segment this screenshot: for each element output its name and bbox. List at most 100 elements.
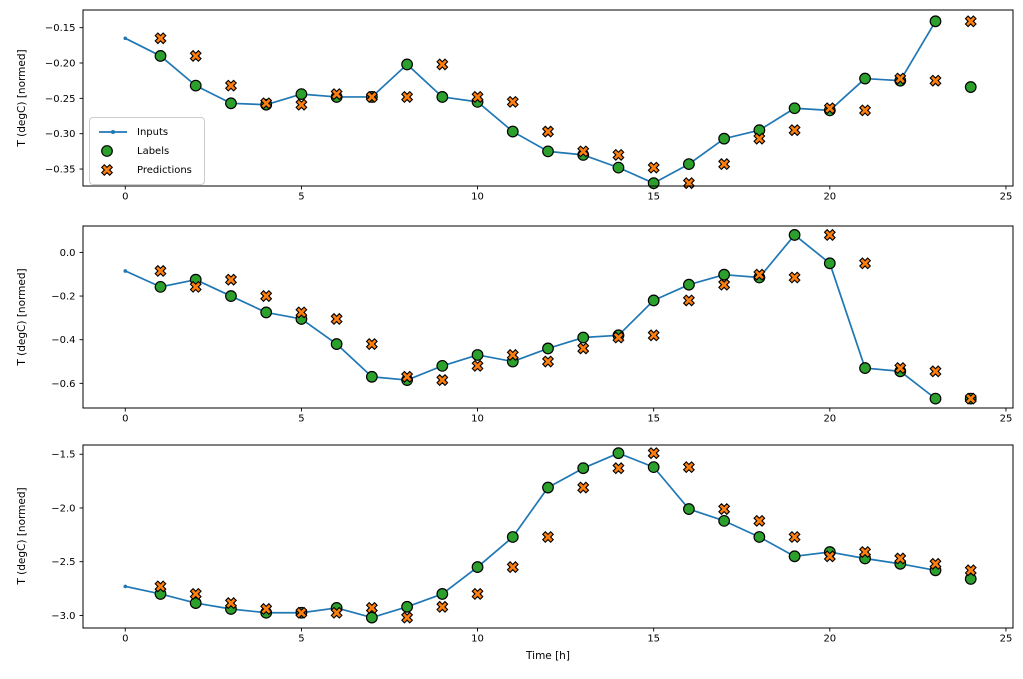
predictions-point — [858, 545, 872, 559]
labels-point — [154, 280, 167, 293]
x-tick-label: 5 — [298, 413, 304, 424]
predictions-point — [718, 278, 731, 291]
x-tick-label: 20 — [823, 633, 836, 644]
labels-point — [506, 125, 519, 138]
predictions-point — [541, 125, 555, 138]
labels-point — [401, 58, 413, 71]
predictions-point — [471, 359, 484, 372]
predictions-point — [506, 95, 519, 108]
x-tick-label: 5 — [298, 633, 304, 644]
labels-point — [964, 81, 977, 93]
y-tick-label: −2.5 — [51, 557, 75, 568]
predictions-point — [718, 502, 731, 516]
predictions-point — [823, 550, 836, 563]
axes-frame — [82, 225, 1014, 409]
labels-point — [577, 462, 590, 475]
labels-point — [718, 132, 731, 145]
predictions-point — [330, 88, 343, 101]
predictions-point — [436, 374, 449, 387]
legend-item-predictions: Predictions — [98, 163, 192, 177]
predictions-point — [154, 32, 167, 45]
predictions-point — [858, 104, 872, 117]
predictions-point — [894, 362, 907, 375]
predictions-point — [506, 561, 519, 574]
predictions-point — [612, 462, 625, 475]
predictions-point — [929, 365, 942, 378]
labels-point — [929, 15, 942, 28]
labels-point — [683, 503, 695, 515]
predictions-point — [330, 606, 343, 619]
x-tick-label: 25 — [1000, 633, 1013, 644]
predictions-point — [964, 564, 977, 577]
predictions-point — [295, 306, 308, 319]
predictions-point — [436, 600, 449, 613]
labels-point — [788, 102, 801, 115]
labels-point — [542, 145, 554, 158]
predictions-point — [858, 257, 872, 270]
predictions-point — [189, 587, 202, 600]
x-tick-label: 15 — [647, 413, 660, 424]
subplot-bottom: 0 5 10 15 20 25 −1.5 −2.0 −2.5 −3.0 — [51, 444, 1014, 644]
labels-point — [718, 268, 731, 281]
predictions-point — [260, 290, 273, 303]
y-tick-label: −0.35 — [45, 165, 76, 176]
y-axis-label-bottom: T (degC) [normed] — [16, 487, 28, 585]
predictions-point — [612, 148, 625, 161]
axes-frame — [82, 9, 1014, 187]
x-tick-label: 25 — [1000, 413, 1013, 424]
plot-area-top: 0 5 10 15 20 25 −0.15 −0.20 −0.25 −0.30 −0.35 — [45, 9, 1014, 202]
inputs-line — [124, 20, 937, 185]
predictions-point — [436, 58, 449, 71]
predictions-point — [401, 90, 414, 103]
predictions-point — [295, 98, 308, 111]
x-tick-label: 15 — [647, 191, 660, 202]
predictions-point — [401, 370, 414, 383]
predictions-point — [224, 79, 238, 92]
predictions-point — [788, 271, 801, 284]
inputs-point — [123, 36, 128, 41]
x-tick-label: 10 — [471, 191, 484, 202]
labels-point — [788, 550, 801, 563]
predictions-point — [894, 72, 907, 85]
y-tick-label: −0.25 — [45, 94, 76, 105]
inputs-point — [123, 269, 128, 273]
predictions-point — [260, 602, 273, 616]
inputs-line — [124, 234, 937, 400]
x-tick-label: 0 — [122, 633, 128, 644]
labels-point — [225, 290, 237, 302]
predictions-point — [823, 228, 836, 241]
labels-point — [471, 349, 484, 361]
y-tick-label: −0.20 — [45, 59, 76, 70]
predictions-point — [929, 557, 942, 570]
predictions-point — [330, 312, 343, 326]
predictions-point — [541, 530, 555, 544]
plot-area-middle: 0 5 10 15 20 25 0.0 −0.2 −0.4 −0.6 — [51, 225, 1014, 424]
x-tick-label: 5 — [298, 191, 304, 202]
labels-point — [260, 306, 273, 319]
legend-item-inputs: Inputs — [98, 125, 192, 139]
x-tick-label: 10 — [471, 413, 484, 424]
predictions-point — [718, 158, 731, 171]
legend-label-predictions: Predictions — [137, 164, 192, 176]
legend-item-labels: Labels — [98, 144, 192, 158]
y-axis-label-middle: T (degC) [normed] — [16, 268, 28, 366]
x-tick-label: 0 — [122, 413, 128, 424]
labels-point — [330, 338, 343, 350]
x-tick-label: 20 — [823, 191, 836, 202]
inputs-line — [124, 452, 937, 619]
predictions-point — [788, 124, 801, 137]
predictions-point — [295, 606, 308, 619]
labels-point — [436, 588, 449, 600]
predictions-point — [788, 530, 801, 544]
x-tick-label: 0 — [122, 191, 128, 202]
labels-point — [612, 447, 625, 460]
predictions-point — [365, 601, 378, 614]
predictions-point — [577, 342, 590, 355]
y-tick-label: −0.4 — [51, 335, 75, 346]
predictions-point — [224, 273, 238, 286]
predictions-point — [154, 580, 167, 593]
predictions-point — [224, 597, 238, 610]
labels-point — [647, 177, 660, 190]
x-axis-label: Time [h] — [526, 650, 570, 662]
